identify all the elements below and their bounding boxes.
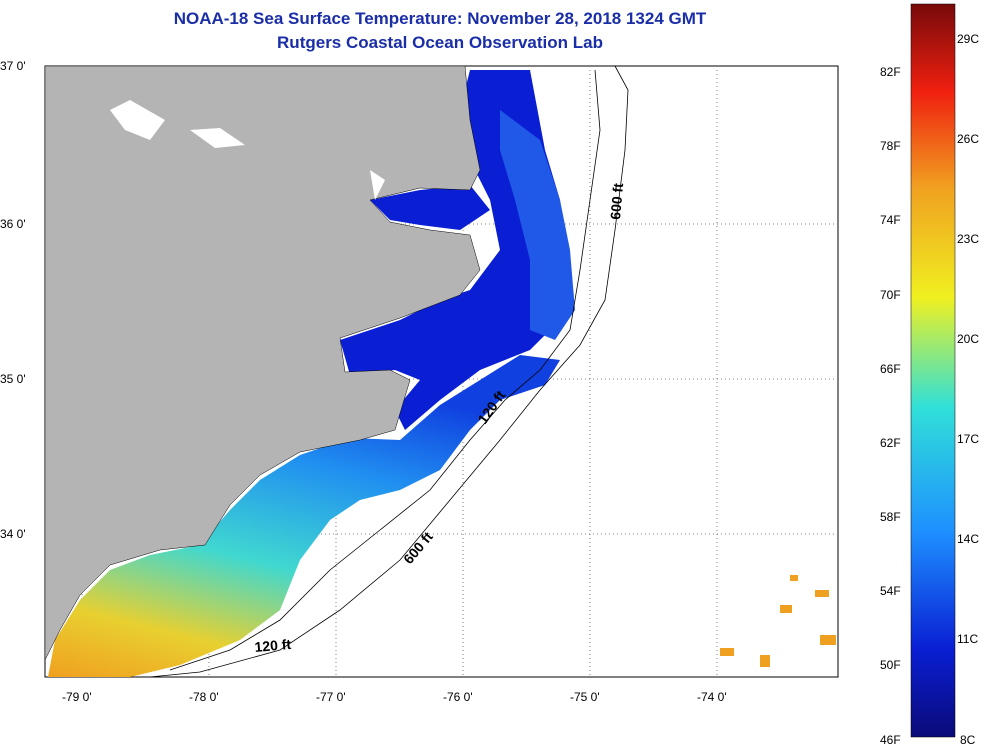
colorbar-c-26: 26C xyxy=(957,132,980,146)
colorbar xyxy=(910,3,956,738)
colorbar-c-17: 17C xyxy=(957,432,980,446)
colorbar-c-29: 29C xyxy=(957,32,980,46)
inland-lakes xyxy=(110,100,385,200)
colorbar-c-20: 20C xyxy=(957,332,980,346)
lon-label-77: -77 0' xyxy=(316,690,346,704)
land-mass xyxy=(44,65,481,661)
colorbar-f-50: 50F xyxy=(880,658,901,672)
lat-label-34: 34 0' xyxy=(0,527,26,541)
coastal-sst-band xyxy=(48,355,560,677)
colorbar-f-66: 66F xyxy=(880,362,901,376)
contour-label-120ft-south: 120 ft xyxy=(254,636,292,655)
map-subtitle: Rutgers Coastal Ocean Observation Lab xyxy=(277,33,603,52)
colorbar-f-58: 58F xyxy=(880,510,901,524)
lon-label-74: -74 0' xyxy=(697,690,727,704)
colorbar-f-74: 74F xyxy=(880,213,901,227)
colorbar-f-70: 70F xyxy=(880,288,901,302)
nearshore-blue xyxy=(500,110,575,340)
lon-label-76: -76 0' xyxy=(443,690,473,704)
colorbar-f-78: 78F xyxy=(880,139,901,153)
colorbar-c-23: 23C xyxy=(957,232,980,246)
albemarle-sound xyxy=(370,185,490,230)
isobath-600ft xyxy=(149,65,629,678)
colorbar-f-82: 82F xyxy=(880,65,901,79)
isobath-120ft xyxy=(169,69,601,671)
offshore-warm-patches xyxy=(720,575,836,667)
lon-label-75: -75 0' xyxy=(570,690,600,704)
lat-label-36: 36 0' xyxy=(0,217,26,231)
lon-label-79: -79 0' xyxy=(62,690,92,704)
colorbar-f-62: 62F xyxy=(880,436,901,450)
colorbar-c-11: 11C xyxy=(957,632,979,646)
map-title: NOAA-18 Sea Surface Temperature: Novembe… xyxy=(173,9,707,28)
lon-label-78: -78 0' xyxy=(189,690,219,704)
lat-label-37: 37 0' xyxy=(0,59,26,73)
colorbar-c-8: 8C xyxy=(960,733,976,747)
lat-label-35: 35 0' xyxy=(0,372,26,386)
colorbar-c-14: 14C xyxy=(957,532,980,546)
colorbar-f-54: 54F xyxy=(880,584,901,598)
contour-label-600ft-north: 600 ft xyxy=(607,182,626,220)
colorbar-f-46: 46F xyxy=(880,733,901,747)
